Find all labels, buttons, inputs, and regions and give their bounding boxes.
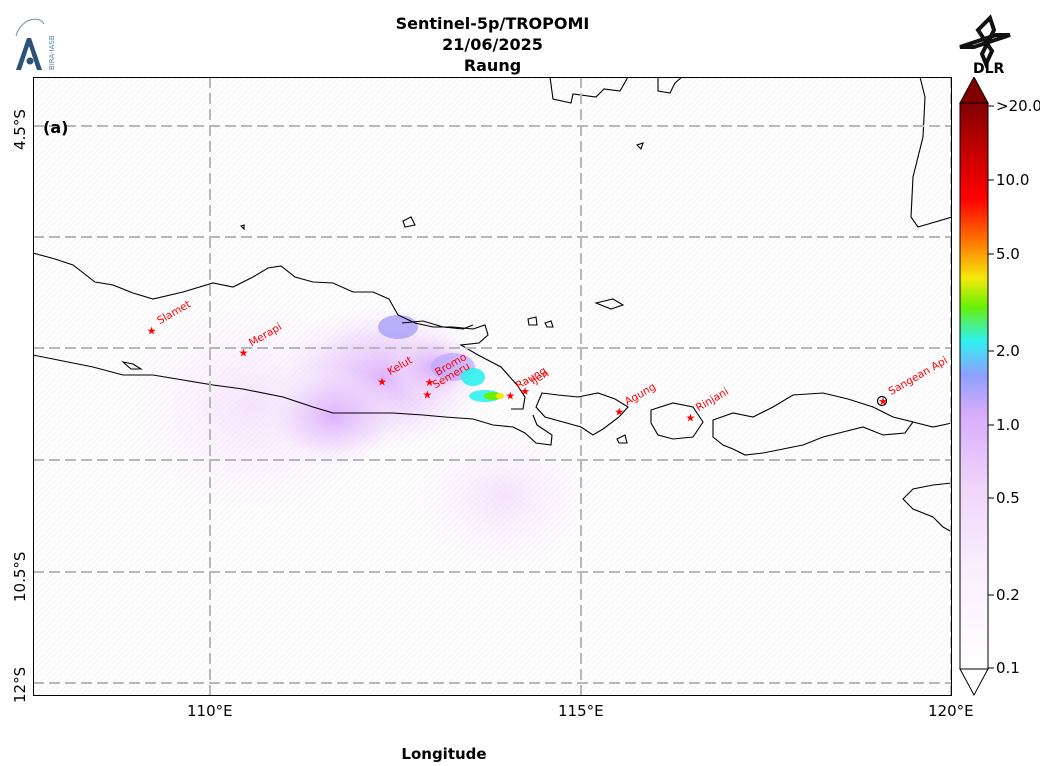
volcano-marker-icon: ★ xyxy=(377,375,387,388)
bawean-island xyxy=(402,216,416,228)
volcanic-so2-map[interactable]: ★Slamet★Merapi★Kelut★Semeru★Bromo★Raung★… xyxy=(33,77,952,696)
volcano-marker-icon: ★ xyxy=(239,347,249,360)
map-title: Sentinel-5p/TROPOMI xyxy=(395,14,590,33)
colorbar-under-triangle xyxy=(959,668,989,697)
volcano-marker-icon: ★ xyxy=(520,385,530,398)
java-north-coast xyxy=(33,252,526,410)
volcano-marker-icon: ★ xyxy=(505,389,515,402)
islet-4 xyxy=(616,434,628,444)
sumba-island xyxy=(902,482,952,533)
madura-island xyxy=(401,320,474,330)
bira-iasb-text: BIRA-IASB xyxy=(48,35,56,70)
colorbar-tick-1: 1.0 xyxy=(996,416,1020,434)
colorbar-tick-0-2: 0.2 xyxy=(996,586,1020,604)
sumbawa-island xyxy=(712,392,914,456)
colorbar-tick-2: 2.0 xyxy=(996,342,1020,360)
colorbar-over-triangle xyxy=(959,77,989,104)
dlr-text: DLR xyxy=(973,61,1005,77)
volcano-marker-icon: ★ xyxy=(425,376,435,389)
kangean-islands xyxy=(594,298,625,310)
bali-island xyxy=(535,392,629,436)
islet-3 xyxy=(544,320,554,328)
islet-5 xyxy=(635,142,644,151)
panel-label: (a) xyxy=(43,118,69,137)
active-volcano-ring xyxy=(876,395,888,407)
flores-island xyxy=(912,421,952,428)
colorbar-tick-0-1: 0.1 xyxy=(996,659,1020,677)
volcano-marker-icon: ★ xyxy=(685,411,695,424)
ytick-12s: 12°S xyxy=(11,666,29,703)
lombok-island xyxy=(650,402,704,440)
islet-2 xyxy=(527,316,538,326)
ytick-10-5s: 10.5°S xyxy=(11,551,29,602)
bira-iasb-logo: BIRA-IASB xyxy=(15,18,56,70)
map-date: 21/06/2025 xyxy=(442,35,543,54)
xtick-115e: 115°E xyxy=(558,702,604,720)
borneo-coast xyxy=(549,77,629,104)
small-islet-1 xyxy=(239,224,245,231)
kalimantan-coast xyxy=(657,77,683,94)
coastlines xyxy=(33,77,952,533)
islet-6 xyxy=(121,361,143,370)
colorbar-tick-10: 10.0 xyxy=(996,171,1029,189)
colorbar-scale xyxy=(959,102,989,670)
colorbar-tick-0-5: 0.5 xyxy=(996,489,1020,507)
xtick-120e: 120°E xyxy=(928,702,974,720)
map-frame xyxy=(33,77,952,696)
volcano-marker-icon: ★ xyxy=(422,389,432,402)
xtick-110e: 110°E xyxy=(187,702,233,720)
ytick-4-5s: 4.5°S xyxy=(11,109,29,150)
x-axis-label: Longitude xyxy=(401,745,487,763)
volcano-marker-icon: ★ xyxy=(147,324,157,337)
volcano-marker-icon: ★ xyxy=(878,395,888,408)
java-south-coast xyxy=(33,354,553,446)
colorbar-tick-max: >20.0 xyxy=(996,97,1040,115)
sulawesi-coast xyxy=(910,77,952,228)
dlr-logo: DLR xyxy=(959,14,1011,77)
colorbar-tick-5: 5.0 xyxy=(996,245,1020,263)
colorbar: >20.0 10.0 5.0 2.0 1.0 0.5 0.2 0.1 xyxy=(959,77,1040,697)
volcano-name: Raung xyxy=(463,56,522,75)
volcano-marker-icon: ★ xyxy=(614,406,624,419)
